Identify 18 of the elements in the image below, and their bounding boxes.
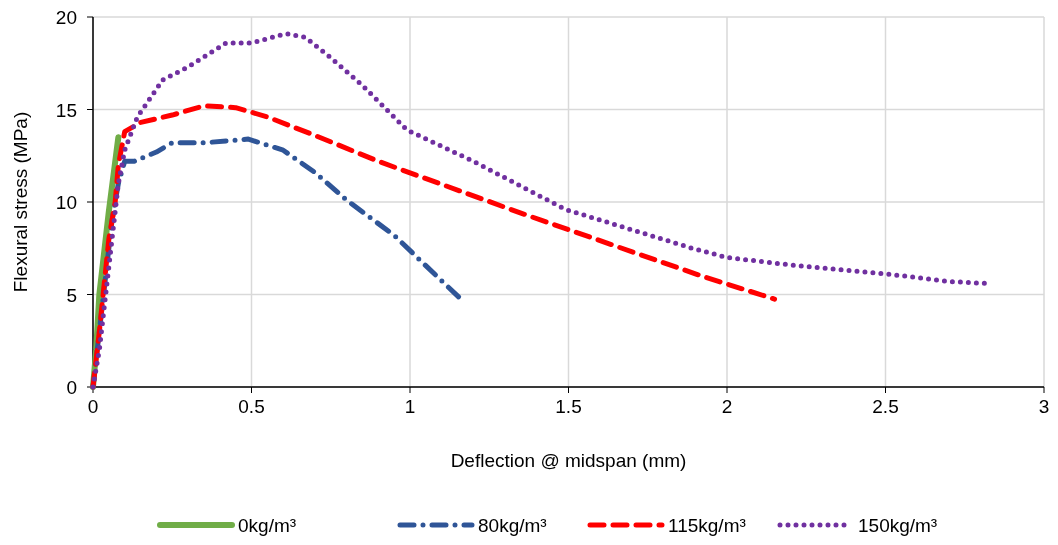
y-tick-label: 20 [55, 7, 77, 28]
x-tick-label: 3 [1038, 396, 1050, 417]
x-tick-label: 1 [404, 396, 416, 417]
x-tick-label: 0.5 [238, 396, 265, 417]
legend-label: 115kg/m³ [668, 515, 746, 536]
x-tick-label: 2 [721, 396, 733, 417]
y-tick-label: 0 [66, 377, 77, 398]
y-tick-label: 10 [55, 192, 77, 213]
x-axis-title: Deflection @ midspan (mm) [450, 450, 687, 471]
legend-label: 0kg/m³ [238, 515, 297, 536]
legend-label: 150kg/m³ [858, 515, 938, 536]
x-tick-label: 1.5 [555, 396, 582, 417]
y-axis-title: Flexural stress (MPa) [10, 111, 31, 293]
legend-label: 80kg/m³ [478, 515, 547, 536]
x-tick-label: 0 [87, 396, 99, 417]
y-tick-label: 5 [66, 284, 77, 306]
x-tick-label: 2.5 [872, 396, 899, 417]
y-tick-label: 15 [55, 99, 77, 121]
